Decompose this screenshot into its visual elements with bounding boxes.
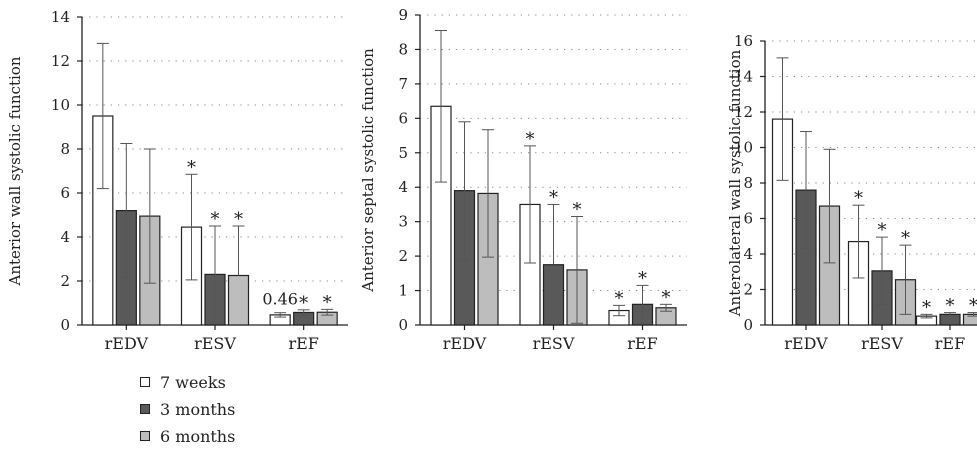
x-tick-label: rESV — [194, 334, 236, 353]
y-axis-title: Anterior wall systolic function — [6, 56, 24, 286]
significance-star: * — [573, 200, 582, 221]
y-tick-label: 2 — [743, 281, 753, 299]
legend-swatch-6-months — [140, 431, 150, 441]
y-tick-label: 10 — [734, 139, 753, 157]
y-tick-label: 6 — [743, 210, 753, 228]
x-tick-label: rEF — [935, 334, 965, 353]
chart-panel-2: 0 1 2 3 4 5 6 7 8 9 Anterior septal systolic funct… — [359, 6, 687, 353]
y-tick-label: 12 — [51, 52, 70, 70]
significance-star: * — [323, 292, 332, 313]
y-tick-label: 9 — [398, 6, 408, 24]
legend-item: 6 months — [140, 424, 235, 448]
y-tick-label: 6 — [60, 184, 70, 202]
y-tick-label: 12 — [734, 103, 753, 121]
y-axis-title: Anterolateral wall systolic function — [726, 49, 744, 317]
significance-star: * — [662, 287, 671, 308]
legend-item: 7 weeks — [140, 370, 226, 394]
significance-star: * — [901, 228, 910, 249]
significance-star: * — [187, 157, 196, 178]
y-tick-label: 4 — [743, 245, 753, 263]
y-tick-label: 1 — [398, 282, 408, 300]
significance-star: * — [946, 296, 955, 317]
legend-label: 6 months — [160, 426, 236, 446]
x-tick-label: rEF — [288, 334, 318, 353]
legend-item: 3 months — [140, 397, 235, 421]
y-tick-label: 3 — [398, 213, 408, 231]
y-tick-label: 0 — [743, 316, 753, 334]
significance-star: * — [854, 188, 863, 209]
significance-star: * — [299, 293, 308, 314]
y-tick-label: 5 — [398, 144, 408, 162]
y-tick-label: 0 — [60, 316, 70, 334]
significance-star: * — [969, 296, 977, 317]
x-tick-label: rESV — [861, 334, 903, 353]
significance-star: * — [638, 268, 647, 289]
legend-swatch-3-months — [140, 404, 150, 414]
data-annotation: 0.46 — [262, 290, 298, 309]
y-tick-label: 7 — [398, 75, 408, 93]
y-tick-label: 6 — [398, 109, 408, 127]
y-tick-label: 2 — [398, 247, 408, 265]
significance-star: * — [549, 187, 558, 208]
x-tick-label: rEDV — [443, 334, 487, 353]
x-tick-label: rEDV — [784, 334, 828, 353]
x-tick-label: rESV — [533, 334, 575, 353]
y-tick-label: 8 — [743, 174, 753, 192]
x-tick-label: rEF — [627, 334, 657, 353]
legend-label: 3 months — [160, 399, 236, 419]
legend: 7 weeks 3 months 6 months — [140, 370, 340, 458]
legend-label: 7 weeks — [160, 372, 226, 392]
x-tick-label: rEDV — [105, 334, 149, 353]
significance-star: * — [922, 297, 931, 318]
significance-star: * — [234, 209, 243, 230]
y-tick-label: 10 — [51, 96, 70, 114]
y-tick-label: 14 — [51, 8, 70, 26]
y-tick-label: 2 — [60, 272, 70, 290]
y-tick-label: 0 — [398, 316, 408, 334]
y-axis-title: Anterior septal systolic function — [359, 48, 377, 293]
y-tick-label: 8 — [398, 40, 408, 58]
y-tick-label: 4 — [60, 228, 70, 246]
significance-star: * — [211, 209, 220, 230]
bar-rESV-2 — [542, 264, 565, 326]
y-tick-label: 4 — [398, 178, 408, 196]
bar-rESV-3 — [227, 274, 250, 326]
y-tick-label: 8 — [60, 140, 70, 158]
significance-star: * — [878, 220, 887, 241]
significance-star: * — [526, 129, 535, 150]
significance-star: * — [615, 288, 624, 309]
y-tick-label: 14 — [734, 68, 753, 86]
legend-swatch-7-weeks — [140, 377, 150, 387]
chart-panel-1: 0 2 4 6 8 10 12 14 Anterior wall systolic functi… — [6, 8, 348, 353]
y-tick-label: 16 — [734, 32, 753, 50]
